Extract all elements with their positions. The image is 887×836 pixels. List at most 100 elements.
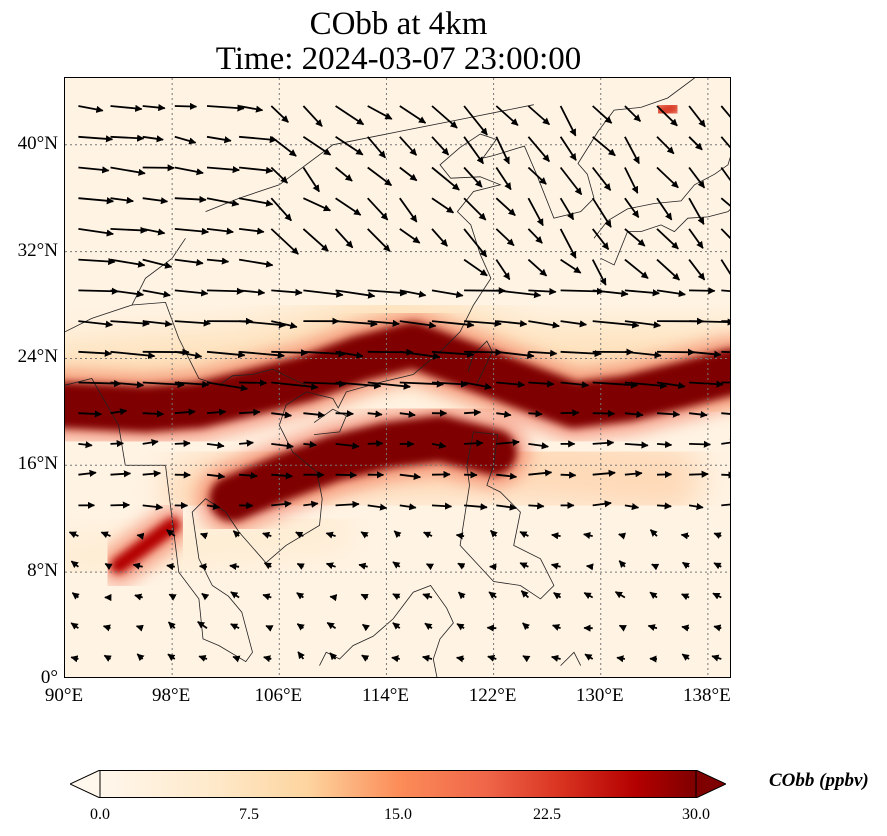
wind-arrow bbox=[455, 655, 465, 663]
wind-arrow bbox=[110, 470, 132, 478]
wind-arrow bbox=[399, 410, 416, 418]
wind-arrow bbox=[520, 590, 530, 599]
wind-arrow bbox=[559, 136, 577, 161]
wind-arrow bbox=[78, 320, 114, 328]
wind-arrow bbox=[206, 502, 221, 510]
wind-arrow bbox=[624, 289, 660, 297]
lon-tick-label: 138°E bbox=[683, 685, 731, 706]
wind-arrow bbox=[303, 440, 317, 449]
wind-arrow bbox=[135, 624, 144, 632]
wind-arrow bbox=[560, 258, 582, 274]
wind-arrow bbox=[110, 350, 156, 360]
wind-arrow bbox=[528, 410, 543, 418]
wind-arrow bbox=[592, 439, 615, 447]
wind-arrow bbox=[329, 652, 338, 661]
wind-arrow bbox=[614, 591, 626, 599]
wind-arrow bbox=[110, 408, 128, 416]
wind-arrow bbox=[104, 562, 113, 571]
wind-arrow bbox=[560, 409, 580, 417]
colorbar bbox=[70, 770, 726, 798]
wind-arrow bbox=[325, 562, 336, 570]
wind-arrow bbox=[425, 563, 435, 571]
wind-arrow bbox=[174, 408, 196, 416]
wind-arrow bbox=[142, 228, 166, 236]
wind-arrow bbox=[166, 529, 176, 537]
wind-arrow bbox=[624, 441, 649, 449]
wind-arrow bbox=[656, 381, 686, 390]
wind-arrow bbox=[392, 622, 401, 630]
wind-arrow bbox=[110, 104, 143, 112]
wind-arrow bbox=[358, 562, 368, 570]
wind-arrow bbox=[624, 105, 642, 122]
wind-arrow bbox=[303, 500, 319, 508]
coastline-8 bbox=[560, 651, 582, 666]
lon-tick-label: 106°E bbox=[254, 685, 303, 706]
wind-arrow bbox=[362, 623, 370, 632]
lat-tick-label: 24°N bbox=[17, 346, 58, 368]
wind-arrow bbox=[431, 350, 475, 358]
map-panel bbox=[64, 77, 731, 678]
wind-arrow bbox=[206, 197, 240, 207]
wind-arrow bbox=[527, 136, 550, 163]
wind-arrow bbox=[70, 622, 79, 630]
wind-arrow bbox=[689, 318, 730, 326]
coastline-3 bbox=[459, 431, 555, 600]
wind-arrow bbox=[367, 197, 389, 221]
wind-arrow bbox=[592, 289, 629, 298]
wind-arrow bbox=[713, 562, 722, 570]
wind-arrow bbox=[174, 135, 197, 145]
wind-arrow bbox=[239, 320, 287, 329]
wind-arrow bbox=[174, 195, 207, 204]
wind-arrow bbox=[592, 320, 640, 329]
wind-arrow bbox=[585, 563, 594, 571]
wind-arrow bbox=[206, 408, 227, 416]
wind-arrow bbox=[688, 259, 706, 281]
wind-arrow bbox=[495, 259, 511, 281]
wind-arrow bbox=[197, 621, 208, 629]
wind-arrow bbox=[720, 259, 730, 275]
wind-arrow bbox=[142, 438, 159, 447]
wind-arrow bbox=[78, 166, 110, 174]
wind-arrow bbox=[326, 621, 337, 630]
wind-arrow bbox=[167, 653, 176, 661]
wind-arrow bbox=[174, 289, 209, 297]
wind-arrow bbox=[681, 561, 690, 570]
wind-arrow bbox=[174, 166, 204, 176]
wind-arrow bbox=[486, 624, 497, 632]
wind-arrow bbox=[68, 531, 79, 539]
wind-arrow bbox=[464, 319, 502, 328]
wind-arrow bbox=[624, 258, 649, 279]
wind-arrow bbox=[399, 136, 418, 156]
wind-arrow bbox=[527, 228, 543, 244]
wind-arrow bbox=[721, 503, 730, 507]
wind-arrow bbox=[656, 258, 681, 281]
wind-arrow bbox=[560, 471, 577, 479]
wind-vectors bbox=[68, 102, 730, 663]
wind-arrow bbox=[270, 228, 299, 255]
wind-arrow bbox=[559, 166, 583, 196]
wind-arrow bbox=[399, 289, 427, 298]
wind-arrow bbox=[367, 503, 388, 511]
wind-arrow bbox=[423, 531, 433, 539]
wind-arrow bbox=[391, 655, 400, 663]
wind-arrow bbox=[239, 288, 266, 296]
wind-arrow bbox=[142, 135, 164, 143]
wind-arrow bbox=[496, 438, 520, 447]
wind-arrow bbox=[560, 381, 590, 389]
wind-arrow bbox=[495, 197, 516, 217]
wind-arrow bbox=[239, 166, 274, 174]
wind-arrow bbox=[624, 410, 644, 418]
lon-tick-label: 90°E bbox=[44, 685, 84, 706]
wind-arrow bbox=[399, 503, 417, 511]
wind-arrow bbox=[232, 655, 241, 663]
wind-arrow bbox=[78, 469, 97, 477]
wind-arrow bbox=[142, 503, 164, 511]
wind-arrow bbox=[399, 380, 445, 388]
wind-arrow bbox=[656, 440, 673, 449]
wind-arrow bbox=[592, 409, 616, 418]
wind-arrow bbox=[496, 319, 528, 328]
wind-arrow bbox=[393, 530, 402, 539]
colorbar-tick-label: 22.5 bbox=[533, 806, 561, 823]
wind-arrow bbox=[496, 380, 526, 389]
map-canvas bbox=[65, 78, 730, 677]
